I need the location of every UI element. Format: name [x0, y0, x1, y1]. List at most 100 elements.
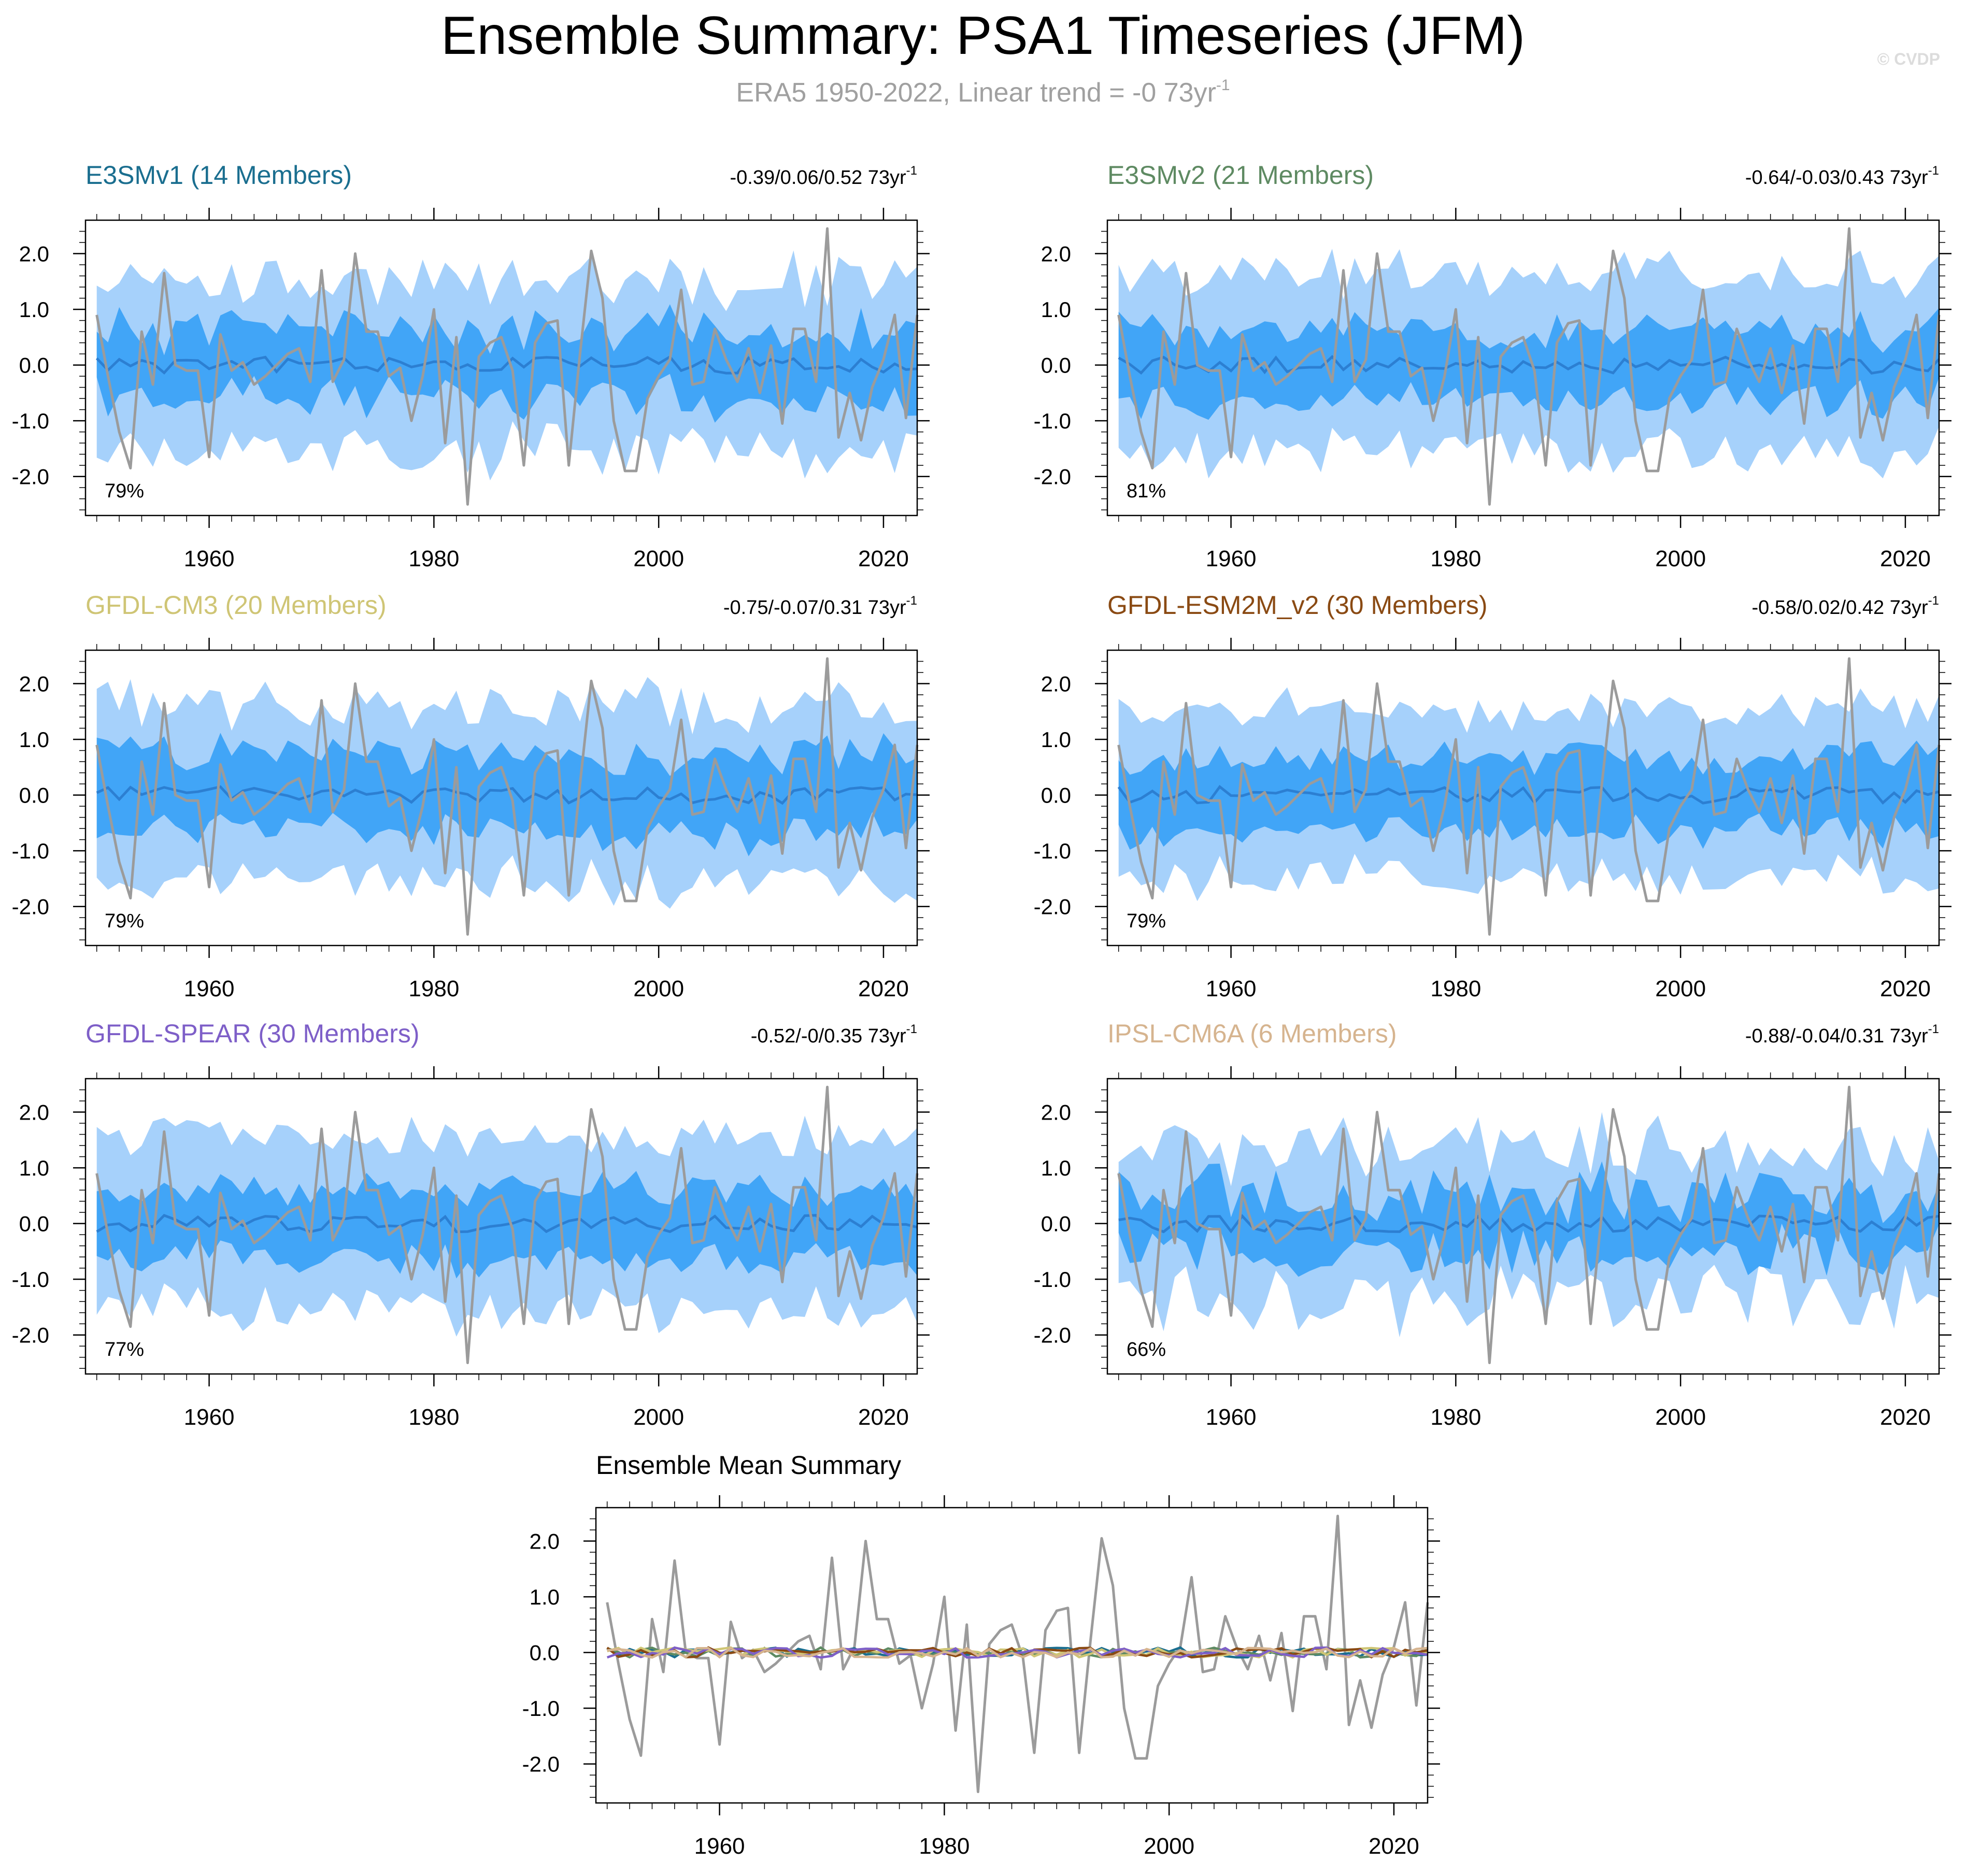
y-tick-label: 0.0 [1041, 353, 1071, 378]
plot-frame [84, 219, 918, 517]
plot-frame [1106, 219, 1940, 517]
x-tick-label: 1960 [1206, 976, 1257, 1001]
x-tick-label: 1960 [694, 1834, 745, 1859]
panel-trend-stats: -0.39/0.06/0.52 73yr-1 [730, 164, 917, 189]
y-tick-label: 1.0 [530, 1585, 560, 1609]
plot-frame [84, 1078, 918, 1375]
panel-4: 1960 1980 2000 2020 2.0 1.0 0.0 -1.0 -2.0 GFDL-ES… [1034, 591, 1951, 1001]
x-tick-label: 1980 [1430, 976, 1481, 1001]
panel-percent-label: 66% [1127, 1339, 1166, 1361]
y-tick-label: -1.0 [12, 1267, 49, 1292]
panel-5: 1960 1980 2000 2020 2.0 1.0 0.0 -1.0 -2.0 GFDL-SP… [12, 1019, 930, 1430]
panel-percent-label: 79% [105, 480, 144, 502]
observed-line [1117, 227, 1941, 506]
x-tick-label: 2000 [1144, 1834, 1194, 1859]
panel-trend-stats: -0.75/-0.07/0.31 73yr-1 [723, 594, 917, 619]
subtitle-superscript: -1 [1216, 77, 1230, 94]
panel-title: E3SMv2 (21 Members) [1107, 161, 1374, 190]
x-tick-label: 1960 [184, 976, 235, 1001]
panel-trend-stats: -0.88/-0.04/0.31 73yr-1 [1745, 1022, 1939, 1047]
ensemble-mean-line [96, 785, 918, 805]
y-tick-label: 1.0 [19, 297, 49, 322]
summary-title: Ensemble Mean Summary [596, 1451, 901, 1480]
y-tick-label: 2.0 [19, 242, 49, 266]
ensemble-mean-line [96, 1213, 918, 1234]
x-tick-label: 1980 [408, 546, 459, 571]
observed-line [95, 657, 919, 936]
panel-title: GFDL-ESM2M_v2 (30 Members) [1107, 591, 1488, 620]
x-tick-label: 2000 [633, 1405, 684, 1430]
panel-trend-stats-superscript: -1 [1928, 594, 1939, 608]
x-tick-label: 2000 [633, 546, 684, 571]
x-tick-label: 1980 [1430, 1405, 1481, 1430]
x-tick-label: 2020 [1369, 1834, 1419, 1859]
plot-frame [1106, 1078, 1940, 1375]
panel-percent-label: 81% [1127, 480, 1166, 502]
y-tick-label: 0.0 [19, 783, 49, 808]
y-tick-label: 2.0 [1041, 672, 1071, 696]
panel-trend-stats: -0.52/-0/0.35 73yr-1 [751, 1022, 917, 1047]
inner-range-band [96, 733, 918, 856]
y-tick-label: 2.0 [530, 1529, 560, 1554]
y-tick-label: 0.0 [19, 1212, 49, 1236]
y-tick-label: 0.0 [530, 1641, 560, 1665]
panel-trend-stats-superscript: -1 [906, 164, 917, 178]
observed-line [1117, 1085, 1941, 1364]
panel-title: GFDL-CM3 (20 Members) [86, 591, 387, 620]
y-tick-label: 1.0 [1041, 1156, 1071, 1180]
panel-trend-stats: -0.58/0.02/0.42 73yr-1 [1752, 594, 1939, 619]
y-tick-label: -2.0 [12, 1323, 49, 1348]
panel-trend-stats-text: -0.39/0.06/0.52 73yr [730, 167, 906, 189]
y-tick-label: 2.0 [1041, 1100, 1071, 1125]
x-tick-label: 1980 [408, 976, 459, 1001]
observed-line [1117, 657, 1941, 936]
y-tick-label: 2.0 [19, 672, 49, 696]
panel-trend-stats-text: -0.58/0.02/0.42 73yr [1752, 597, 1928, 619]
panel-title: IPSL-CM6A (6 Members) [1107, 1019, 1397, 1048]
panel-trend-stats-superscript: -1 [1928, 164, 1939, 178]
panel-trend-stats-text: -0.88/-0.04/0.31 73yr [1745, 1025, 1928, 1047]
x-tick-label: 1980 [1430, 546, 1481, 571]
panel-trend-stats: -0.64/-0.03/0.43 73yr-1 [1745, 164, 1939, 189]
x-tick-label: 1960 [184, 1405, 235, 1430]
panel-percent-label: 77% [105, 1339, 144, 1361]
x-tick-label: 2000 [1655, 1405, 1706, 1430]
summary-mean-line [606, 1646, 1428, 1659]
x-tick-label: 2020 [1880, 976, 1931, 1001]
y-tick-label: 0.0 [1041, 783, 1071, 808]
y-tick-label: -2.0 [12, 465, 49, 489]
y-tick-label: -2.0 [1034, 465, 1071, 489]
x-tick-label: 1980 [919, 1834, 970, 1859]
x-tick-label: 2020 [858, 546, 909, 571]
panel-percent-label: 79% [1127, 910, 1166, 932]
x-tick-label: 2020 [1880, 546, 1931, 571]
panel-percent-label: 79% [105, 910, 144, 932]
summary-panel: 1960 1980 2000 2020 2.0 1.0 0.0 -1.0 -2.0 Ensembl… [522, 1451, 1440, 1859]
y-tick-label: 0.0 [19, 353, 49, 378]
plot-frame [84, 649, 918, 947]
panel-trend-stats-superscript: -1 [906, 594, 917, 608]
panel-6: 1960 1980 2000 2020 2.0 1.0 0.0 -1.0 -2.0 IPSL-CM… [1034, 1019, 1951, 1430]
y-tick-label: 2.0 [19, 1100, 49, 1125]
copyright-watermark: © CVDP [1877, 50, 1940, 68]
panel-1: 1960 1980 2000 2020 2.0 1.0 0.0 -1.0 -2.0 E3SMv1 … [12, 161, 930, 571]
ensemble-mean-line [1117, 785, 1940, 805]
y-tick-label: -1.0 [1034, 409, 1071, 433]
panel-3: 1960 1980 2000 2020 2.0 1.0 0.0 -1.0 -2.0 GFDL-CM… [12, 591, 930, 1001]
panel-title: GFDL-SPEAR (30 Members) [86, 1019, 420, 1048]
inner-range-band [1118, 1161, 1939, 1277]
y-tick-label: 0.0 [1041, 1212, 1071, 1236]
panel-trend-stats-text: -0.75/-0.07/0.31 73yr [723, 597, 906, 619]
y-tick-label: -1.0 [522, 1696, 560, 1721]
main-title: Ensemble Summary: PSA1 Timeseries (JFM) [440, 6, 1526, 66]
y-tick-label: -2.0 [522, 1752, 560, 1777]
panel-title: E3SMv1 (14 Members) [86, 161, 352, 190]
x-tick-label: 1960 [184, 546, 235, 571]
x-tick-label: 1960 [1206, 546, 1257, 571]
y-tick-label: -1.0 [12, 839, 49, 863]
x-tick-label: 2020 [858, 1405, 909, 1430]
x-tick-label: 1960 [1206, 1405, 1257, 1430]
y-tick-label: 1.0 [19, 727, 49, 752]
x-tick-label: 2000 [1655, 546, 1706, 571]
